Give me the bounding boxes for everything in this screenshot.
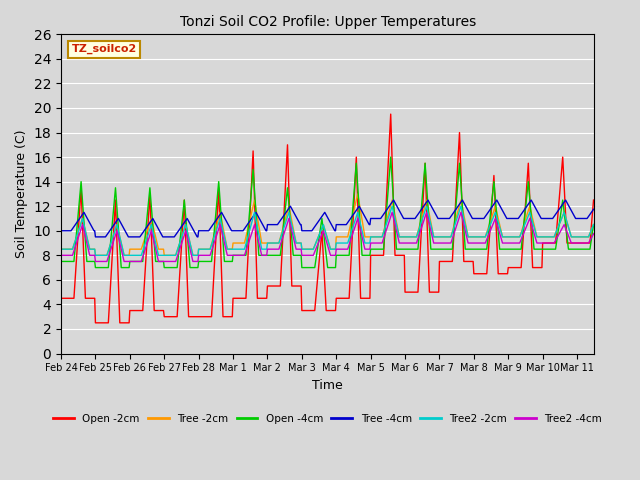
Open -2cm bbox=[454, 168, 461, 174]
Open -2cm bbox=[132, 308, 140, 313]
Open -2cm bbox=[57, 295, 65, 301]
Tree -2cm bbox=[354, 191, 362, 197]
Line: Tree -2cm: Tree -2cm bbox=[61, 194, 593, 255]
Tree2 -4cm bbox=[57, 252, 65, 258]
Title: Tonzi Soil CO2 Profile: Upper Temperatures: Tonzi Soil CO2 Profile: Upper Temperatur… bbox=[179, 15, 476, 29]
Open -2cm bbox=[285, 189, 292, 195]
Tree2 -4cm bbox=[440, 240, 448, 246]
Line: Tree2 -2cm: Tree2 -2cm bbox=[61, 206, 593, 255]
Open -4cm bbox=[92, 264, 99, 270]
Tree2 -2cm bbox=[57, 246, 65, 252]
Tree2 -2cm bbox=[388, 204, 396, 209]
Tree2 -4cm bbox=[60, 252, 67, 258]
Tree2 -2cm bbox=[60, 246, 67, 252]
Tree2 -4cm bbox=[388, 209, 396, 215]
Tree -2cm bbox=[589, 222, 597, 228]
Tree -4cm bbox=[589, 206, 597, 212]
Tree2 -4cm bbox=[454, 220, 461, 226]
Tree2 -4cm bbox=[92, 259, 99, 264]
Tree2 -4cm bbox=[589, 231, 597, 237]
Tree2 -2cm bbox=[440, 234, 448, 240]
Open -4cm bbox=[305, 264, 313, 270]
Tree2 -4cm bbox=[285, 216, 292, 221]
Tree -4cm bbox=[57, 228, 65, 234]
Tree -4cm bbox=[305, 228, 313, 234]
Tree2 -4cm bbox=[305, 252, 313, 258]
Line: Tree -4cm: Tree -4cm bbox=[61, 200, 593, 237]
Tree2 -2cm bbox=[305, 246, 313, 252]
Tree -2cm bbox=[57, 246, 65, 252]
Tree2 -4cm bbox=[132, 259, 140, 264]
Open -2cm bbox=[305, 308, 313, 313]
Line: Open -4cm: Open -4cm bbox=[61, 157, 593, 267]
Y-axis label: Soil Temperature (C): Soil Temperature (C) bbox=[15, 130, 28, 258]
Tree -4cm bbox=[60, 228, 67, 234]
Tree -4cm bbox=[440, 216, 448, 221]
X-axis label: Time: Time bbox=[312, 379, 343, 392]
Tree -2cm bbox=[285, 204, 292, 209]
Tree2 -2cm bbox=[92, 252, 99, 258]
Tree -2cm bbox=[92, 252, 99, 258]
Tree -4cm bbox=[132, 234, 140, 240]
Tree -4cm bbox=[285, 205, 292, 211]
Tree -2cm bbox=[440, 234, 448, 240]
Open -4cm bbox=[132, 259, 140, 264]
Tree2 -2cm bbox=[285, 209, 292, 215]
Tree2 -2cm bbox=[589, 222, 597, 228]
Tree -4cm bbox=[454, 204, 461, 210]
Tree -2cm bbox=[305, 246, 313, 252]
Open -4cm bbox=[387, 154, 394, 160]
Open -4cm bbox=[57, 259, 65, 264]
Open -4cm bbox=[440, 246, 448, 252]
Tree -2cm bbox=[132, 246, 140, 252]
Legend: Open -2cm, Tree -2cm, Open -4cm, Tree -4cm, Tree2 -2cm, Tree2 -4cm: Open -2cm, Tree -2cm, Open -4cm, Tree -4… bbox=[49, 410, 606, 428]
Line: Tree2 -4cm: Tree2 -4cm bbox=[61, 212, 593, 262]
Open -4cm bbox=[454, 186, 461, 192]
Text: TZ_soilco2: TZ_soilco2 bbox=[72, 44, 137, 54]
Tree2 -2cm bbox=[454, 214, 461, 220]
Open -2cm bbox=[92, 320, 99, 326]
Open -2cm bbox=[589, 197, 597, 203]
Open -4cm bbox=[285, 202, 292, 207]
Tree -4cm bbox=[390, 197, 397, 203]
Line: Open -2cm: Open -2cm bbox=[61, 114, 593, 323]
Tree -4cm bbox=[92, 234, 99, 240]
Open -2cm bbox=[60, 295, 67, 301]
Open -2cm bbox=[387, 111, 394, 117]
Open -2cm bbox=[440, 259, 448, 264]
Tree2 -2cm bbox=[132, 252, 140, 258]
Tree -2cm bbox=[60, 246, 67, 252]
Open -4cm bbox=[60, 259, 67, 264]
Tree -2cm bbox=[454, 210, 461, 216]
Open -4cm bbox=[589, 222, 597, 228]
